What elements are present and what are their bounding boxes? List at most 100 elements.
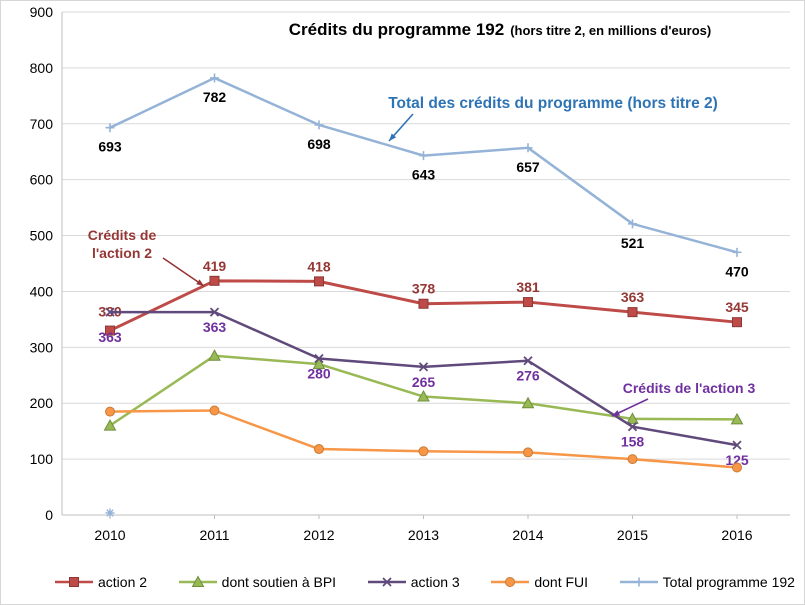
y-axis-label: 200 (30, 395, 54, 411)
legend-swatch-total-programme-192 (619, 577, 658, 587)
marker-action-2 (418, 298, 429, 309)
x-axis-label: 2011 (199, 527, 229, 543)
x-axis-label: 2013 (408, 527, 439, 543)
data-label-total-programme-192: 693 (98, 139, 122, 155)
data-label-total-programme-192: 521 (621, 235, 645, 251)
y-axis-label: 800 (30, 60, 54, 76)
legend-marker-dont-fui (505, 577, 516, 587)
data-label-action-3: 363 (98, 329, 122, 345)
marker-dont-fui (732, 462, 742, 473)
data-label-total-programme-192: 470 (725, 263, 749, 279)
data-label-action-3: 265 (412, 374, 436, 390)
marker-dont-soutien-bpi (208, 349, 221, 361)
legend-item-dont-soutien-bpi: dont soutien à BPI (178, 574, 337, 590)
marker-dont-fui (105, 406, 115, 417)
marker-action-2 (105, 325, 115, 336)
data-label-action-2: 378 (412, 281, 436, 297)
x-axis-label: 2014 (512, 527, 543, 543)
data-label-total-programme-192: 643 (412, 167, 436, 183)
x-axis-label: 2016 (721, 527, 752, 543)
action2-annotation-arrow-line (162, 257, 205, 287)
action2-annotation-line: l'action 2 (92, 245, 152, 261)
y-axis-label: 0 (45, 507, 53, 523)
action2-annotation-arrow-head (196, 279, 204, 286)
chart-title-sub: (hors titre 2, en millions d'euros) (510, 23, 712, 38)
legend-item-action-3: action 3 (367, 574, 460, 590)
legend-marker-total-programme-192 (634, 577, 644, 587)
marker-action-3 (418, 362, 429, 372)
marker-dont-fui (314, 444, 324, 455)
marker-action-3 (627, 422, 638, 432)
y-axis-label: 100 (30, 451, 54, 467)
marker-total-programme-192 (732, 247, 742, 257)
marker-total-programme-192 (210, 73, 219, 83)
marker-action-2 (314, 276, 324, 287)
marker-total-programme-192 (314, 120, 324, 130)
y-axis-label: 700 (30, 116, 54, 132)
y-axis-label: 600 (30, 172, 54, 188)
legend-swatch-action-3 (367, 577, 406, 587)
action3-annotation: Crédits de l'action 3 (623, 380, 756, 396)
data-label-action-2: 345 (725, 299, 749, 315)
legend-swatch-dont-soutien-bpi (178, 575, 217, 587)
marker-action-3 (314, 353, 324, 364)
legend-item-dont-fui: dont FUI (491, 574, 588, 590)
marker-dont-fui (523, 447, 533, 458)
total-annotation-arrow-head (389, 133, 397, 141)
legend-label-action-2: action 2 (98, 574, 148, 590)
total-annotation: Total des crédits du programme (hors tit… (388, 95, 718, 112)
data-label-action-3: 276 (516, 368, 540, 384)
marker-action-2 (523, 297, 533, 308)
action2-annotation: Crédits de l'action 2 (88, 227, 157, 261)
legend-label-dont-fui: dont FUI (534, 574, 589, 590)
marker-action-2 (209, 275, 220, 286)
legend-label-dont-soutien-bpi: dont soutien à BPI (221, 574, 337, 590)
marker-action-3 (105, 307, 115, 317)
marker-dont-fui (209, 405, 220, 416)
x-axis-label: 2012 (303, 527, 334, 543)
x-axis-label: 2010 (94, 527, 125, 543)
legend-label-total-programme-192: Total programme 192 (662, 574, 795, 590)
data-label-action-2: 381 (516, 279, 540, 295)
y-axis-label: 300 (30, 339, 54, 355)
marker-dont-fui (627, 454, 638, 465)
marker-total-programme-192 (419, 151, 428, 161)
action3-annotation-arrow-head (612, 410, 620, 416)
legend-marker-action-2 (69, 577, 79, 587)
legend-swatch-dont-fui (491, 577, 530, 587)
legend-swatch-action-2 (55, 577, 93, 587)
marker-total-programme-192 (105, 123, 115, 133)
data-label-action-2: 418 (307, 258, 331, 274)
marker-dont-soutien-bpi (312, 357, 326, 370)
legend-item-action-2: action 2 (55, 574, 147, 590)
marker-action-3 (523, 356, 533, 366)
marker-dont-soutien-bpi (730, 412, 744, 425)
marker-dont-soutien-bpi (417, 389, 430, 402)
data-label-action-3: 158 (621, 434, 645, 450)
legend-marker-action-3 (382, 577, 392, 587)
marker-action-2 (732, 317, 742, 328)
marker-action-3 (732, 440, 742, 450)
marker-dont-soutien-bpi (521, 396, 535, 409)
legend-marker-dont-soutien-bpi (191, 575, 205, 587)
legend-label-action-3: action 3 (410, 574, 460, 590)
chart-title: Crédits du programme 192 (hors titre 2, e… (0, 20, 805, 40)
marker-dont-soutien-bpi (103, 419, 117, 431)
marker-dont-fui (418, 446, 429, 457)
total-annotation-line: Total des crédits du programme (hors tit… (388, 95, 718, 112)
y-axis-label: 900 (30, 4, 54, 20)
chart-title-main: Crédits du programme 192 (288, 20, 505, 39)
data-label-total-programme-192: 698 (307, 136, 331, 152)
action3-annotation-line: Crédits de l'action 3 (623, 380, 756, 396)
data-label-action-3: 280 (307, 366, 331, 382)
marker-action-3 (209, 307, 220, 317)
data-label-total-programme-192: 782 (203, 89, 227, 105)
chart-legend: action 2 dont soutien à BPI action 3 dont F… (55, 571, 795, 593)
action2-annotation-line: Crédits de (88, 227, 157, 243)
x-axis-label: 2015 (617, 527, 648, 543)
data-label-action-2: 363 (621, 289, 645, 305)
marker-total-programme-192 (628, 219, 637, 229)
marker-action-2 (627, 307, 638, 318)
marker-total-programme-192 (523, 143, 533, 153)
